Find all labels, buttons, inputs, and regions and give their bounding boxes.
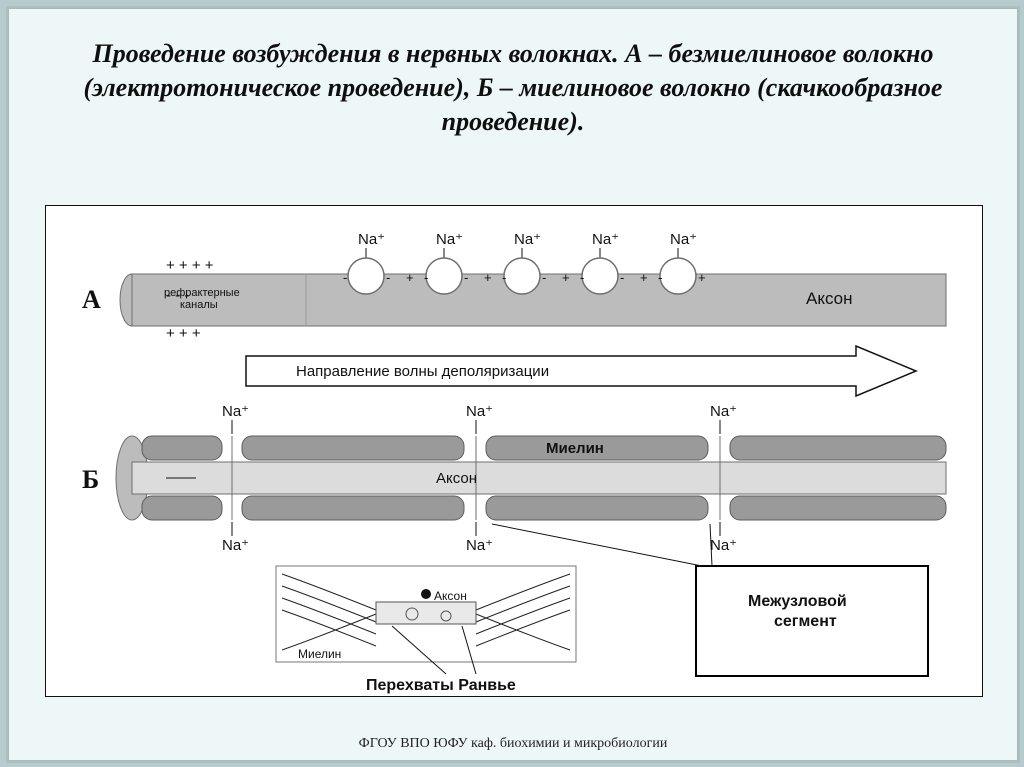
micro-myelin-label: Миелин bbox=[298, 647, 341, 661]
na-label: Na⁺ bbox=[670, 231, 697, 248]
svg-text:-: - bbox=[580, 270, 584, 285]
na-label: Na⁺ bbox=[592, 231, 619, 248]
micro-axon-label: Аксон bbox=[434, 589, 467, 603]
ranvier-label: Перехваты Ранвье bbox=[366, 677, 516, 694]
na-b-top: Na⁺ bbox=[466, 403, 493, 420]
svg-text:-: - bbox=[542, 270, 546, 285]
svg-text:-: - bbox=[658, 270, 662, 285]
part-b: Na⁺ Na⁺ Na⁺ bbox=[82, 403, 946, 694]
na-b-bot: Na⁺ bbox=[222, 537, 249, 554]
svg-text:+: + bbox=[562, 270, 570, 285]
svg-text:-: - bbox=[386, 270, 390, 285]
na-label: Na⁺ bbox=[436, 231, 463, 248]
svg-text:-: - bbox=[343, 270, 347, 285]
na-label: Na⁺ bbox=[514, 231, 541, 248]
svg-text:+: + bbox=[406, 270, 414, 285]
letter-b: Б bbox=[82, 465, 99, 494]
plus-row: + + + + bbox=[166, 257, 214, 274]
diagram-svg: Na⁺ Na⁺ Na⁺ Na⁺ Na⁺ + + + + - - - bbox=[46, 206, 982, 696]
na-label: Na⁺ bbox=[358, 231, 385, 248]
na-b-bot: Na⁺ bbox=[710, 537, 737, 554]
axon-a-label: Аксон bbox=[806, 289, 853, 308]
svg-text:-: - bbox=[502, 270, 506, 285]
svg-text:+: + bbox=[484, 270, 492, 285]
diagram-frame: Na⁺ Na⁺ Na⁺ Na⁺ Na⁺ + + + + - - - bbox=[45, 205, 983, 697]
svg-text:+: + bbox=[698, 270, 706, 285]
arrow-label: Направление волны деполяризации bbox=[296, 363, 549, 380]
svg-text:+: + bbox=[640, 270, 648, 285]
part-a: Na⁺ Na⁺ Na⁺ Na⁺ Na⁺ + + + + - - - bbox=[82, 231, 946, 342]
letter-a: А bbox=[82, 285, 101, 314]
svg-text:-: - bbox=[620, 270, 624, 285]
axon-b-label: Аксон bbox=[436, 470, 477, 487]
na-b-bot: Na⁺ bbox=[466, 537, 493, 554]
direction-arrow: Направление волны деполяризации bbox=[246, 346, 916, 396]
footer-text: ФГОУ ВПО ЮФУ каф. биохимии и микробиолог… bbox=[9, 736, 1017, 752]
na-b-top: Na⁺ bbox=[710, 403, 737, 420]
svg-text:-: - bbox=[424, 270, 428, 285]
micro-ranvier: Аксон Миелин Перехваты Ранвье bbox=[276, 566, 576, 694]
slide-title: Проведение возбуждения в нервных волокна… bbox=[49, 37, 977, 138]
plus-row2: + + + bbox=[166, 325, 201, 342]
myelin-label: Миелин bbox=[546, 440, 604, 457]
svg-text:-: - bbox=[464, 270, 468, 285]
na-b-top: Na⁺ bbox=[222, 403, 249, 420]
